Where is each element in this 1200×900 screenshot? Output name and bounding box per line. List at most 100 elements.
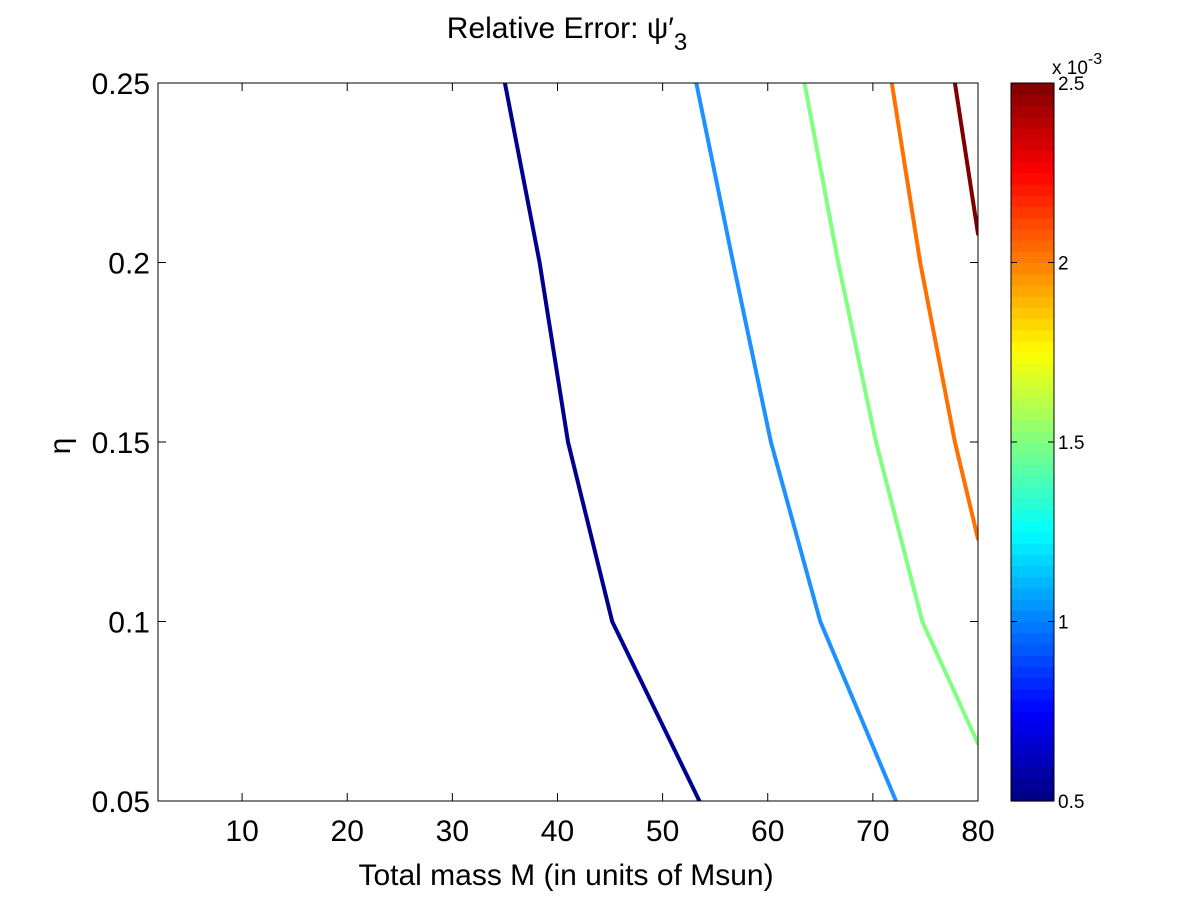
x-tick-label: 20 bbox=[331, 815, 364, 848]
colorbar-step bbox=[1011, 83, 1054, 95]
colorbar-exponent-power: -3 bbox=[1088, 51, 1102, 68]
colorbar-step bbox=[1011, 655, 1054, 667]
colorbar-step bbox=[1011, 139, 1054, 151]
colorbar-step bbox=[1011, 442, 1054, 454]
colorbar-step bbox=[1011, 161, 1054, 174]
colorbar-tick-label: 2 bbox=[1058, 254, 1069, 275]
colorbar-step bbox=[1011, 172, 1054, 185]
colorbar-step bbox=[1011, 666, 1054, 679]
x-axis-label: Total mass M (in units of Msun) bbox=[358, 859, 773, 892]
contour-line-level-2 bbox=[889, 83, 978, 541]
colorbar-step bbox=[1011, 341, 1054, 353]
colorbar-step bbox=[1011, 150, 1054, 163]
colorbar-step bbox=[1011, 677, 1054, 690]
colorbar-step bbox=[1011, 363, 1054, 376]
plot-frame bbox=[157, 82, 979, 802]
colorbar-exponent-label: x 10-3 bbox=[1052, 51, 1102, 79]
colorbar-step bbox=[1011, 542, 1054, 555]
colorbar-step bbox=[1011, 509, 1054, 522]
colorbar-step bbox=[1011, 116, 1054, 129]
colorbar-step bbox=[1011, 329, 1054, 342]
colorbar-step bbox=[1011, 352, 1054, 365]
contour-lines bbox=[502, 83, 978, 801]
y-tick-label: 0.25 bbox=[92, 68, 150, 101]
y-tick-label: 0.1 bbox=[108, 607, 150, 640]
x-tick-label: 50 bbox=[646, 815, 679, 848]
colorbar-step bbox=[1011, 599, 1054, 611]
x-tick-label: 10 bbox=[225, 815, 258, 848]
colorbar-step bbox=[1011, 475, 1054, 488]
colorbar-step bbox=[1011, 408, 1054, 421]
plot-area: 10 20 30 40 50 60 70 80 0.05 0.1 0.15 0.2 0.25 bbox=[92, 68, 995, 848]
x-tick-label: 60 bbox=[751, 815, 784, 848]
colorbar-step bbox=[1011, 296, 1054, 308]
colorbar-step bbox=[1011, 520, 1054, 533]
x-tick-label: 80 bbox=[961, 815, 994, 848]
colorbar-step bbox=[1011, 105, 1054, 118]
x-axis-ticks: 10 20 30 40 50 60 70 80 bbox=[225, 83, 995, 848]
colorbar-tick-label: 1 bbox=[1058, 613, 1069, 634]
colorbar-step bbox=[1011, 318, 1054, 331]
chart-title-prefix: Relative Error: bbox=[447, 12, 647, 45]
colorbar-step bbox=[1011, 251, 1054, 264]
colorbar-step bbox=[1011, 643, 1054, 656]
colorbar-step bbox=[1011, 565, 1054, 578]
colorbar-step bbox=[1011, 453, 1054, 466]
y-tick-label: 0.2 bbox=[108, 248, 150, 281]
colorbar-step bbox=[1011, 240, 1054, 252]
colorbar-step bbox=[1011, 307, 1054, 320]
colorbar-step bbox=[1011, 632, 1054, 645]
colorbar-step bbox=[1011, 767, 1054, 780]
colorbar-step bbox=[1011, 587, 1054, 600]
colorbar-step bbox=[1011, 206, 1054, 219]
y-axis-ticks: 0.05 0.1 0.15 0.2 0.25 bbox=[92, 68, 978, 819]
colorbar-step bbox=[1011, 531, 1054, 544]
colorbar: 0.5 1 1.5 2 2.5 x 10-3 bbox=[1010, 51, 1102, 813]
colorbar-tick-label: 1.5 bbox=[1058, 433, 1084, 454]
y-tick-label: 0.15 bbox=[92, 427, 150, 460]
colorbar-step bbox=[1011, 374, 1054, 387]
colorbar-step bbox=[1011, 127, 1054, 140]
colorbar-exponent-base: x 10 bbox=[1052, 58, 1088, 79]
x-tick-label: 70 bbox=[856, 815, 889, 848]
colorbar-step bbox=[1011, 94, 1054, 107]
colorbar-step bbox=[1011, 217, 1054, 230]
colorbar-step bbox=[1011, 183, 1054, 196]
colorbar-step bbox=[1011, 228, 1054, 241]
colorbar-step bbox=[1011, 273, 1054, 286]
contour-line-level-1 bbox=[694, 83, 898, 801]
colorbar-step bbox=[1011, 700, 1054, 712]
chart-title-symbol: ψ′ bbox=[647, 12, 674, 45]
x-tick-label: 30 bbox=[436, 815, 469, 848]
colorbar-step bbox=[1011, 195, 1054, 208]
colorbar-step bbox=[1011, 744, 1054, 757]
colorbar-step bbox=[1011, 262, 1054, 275]
colorbar-gradient bbox=[1011, 83, 1054, 802]
y-axis-label: η bbox=[44, 438, 77, 455]
colorbar-frame bbox=[1010, 82, 1055, 802]
colorbar-step bbox=[1011, 756, 1054, 768]
colorbar-step bbox=[1011, 554, 1054, 567]
colorbar-step bbox=[1011, 576, 1054, 589]
chart-title: Relative Error: ψ′3 bbox=[447, 12, 687, 56]
contour-line-level-2-5 bbox=[952, 83, 978, 236]
colorbar-tick-label: 2.5 bbox=[1058, 74, 1084, 95]
chart-title-subscript: 3 bbox=[674, 29, 687, 56]
colorbar-step bbox=[1011, 486, 1054, 499]
colorbar-step bbox=[1011, 385, 1054, 398]
colorbar-step bbox=[1011, 688, 1054, 701]
colorbar-step bbox=[1011, 621, 1054, 634]
colorbar-step bbox=[1011, 722, 1054, 735]
y-tick-label: 0.05 bbox=[92, 786, 150, 819]
colorbar-step bbox=[1011, 284, 1054, 297]
colorbar-step bbox=[1011, 610, 1054, 623]
colorbar-step bbox=[1011, 464, 1054, 477]
colorbar-step bbox=[1011, 789, 1054, 802]
colorbar-step bbox=[1011, 778, 1054, 791]
colorbar-step bbox=[1011, 419, 1054, 432]
colorbar-tick-label: 0.5 bbox=[1058, 792, 1084, 813]
colorbar-step bbox=[1011, 498, 1054, 510]
colorbar-step bbox=[1011, 711, 1054, 724]
colorbar-step bbox=[1011, 430, 1054, 443]
